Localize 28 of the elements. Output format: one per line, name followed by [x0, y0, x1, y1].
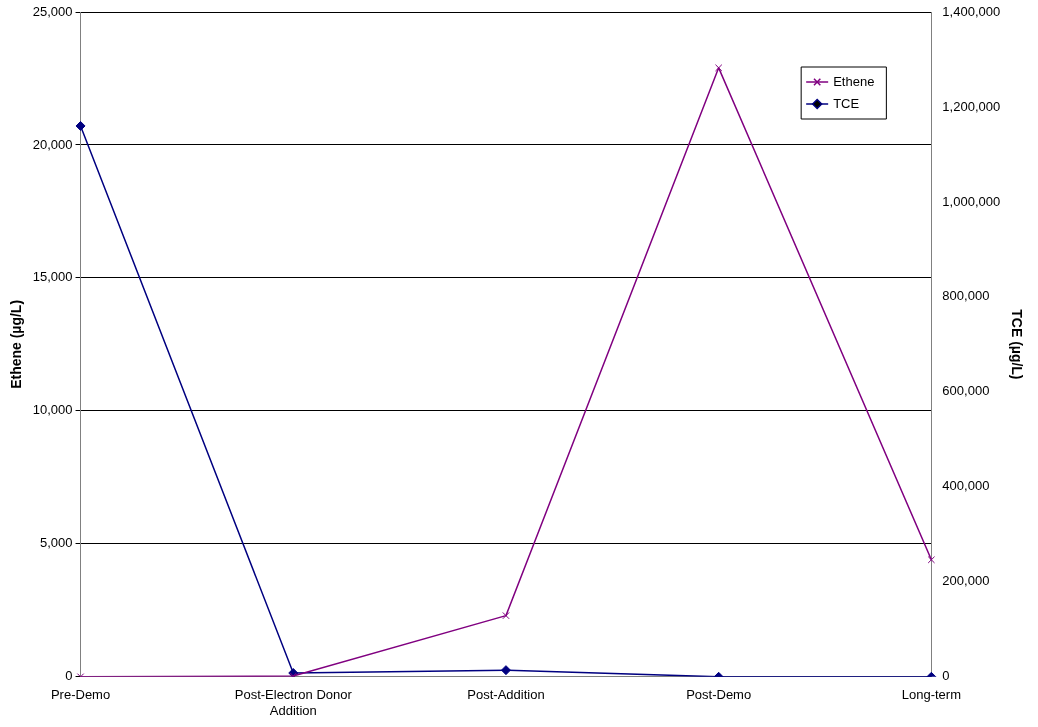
y-tick-label: 10,000: [32, 402, 73, 418]
point: [75, 120, 86, 131]
x-tick-label: Post-Addition: [467, 687, 545, 703]
y-tick-label: 15,000: [32, 269, 73, 285]
x-tick-label: Pre-Demo: [50, 687, 111, 703]
point: [502, 611, 510, 620]
y-tick-label: 0: [65, 668, 73, 684]
point: [500, 665, 511, 676]
x-tick-label: Post-Demo: [686, 687, 752, 703]
y2-tick-label: 600,000: [942, 383, 990, 399]
y-tick-label: 5,000: [40, 535, 73, 551]
x-tick-label: Post-Electron Donor Addition: [234, 687, 353, 718]
legend-label: TCE: [833, 95, 860, 111]
y2-tick-label: 1,200,000: [942, 98, 1001, 114]
y2-tick-label: 0: [942, 668, 950, 684]
y2-tick-label: 1,000,000: [942, 193, 1001, 209]
y2-tick-label: 800,000: [942, 288, 990, 304]
y-tick-label: 25,000: [32, 3, 73, 19]
y2-axis-title: TCE (µg/L): [1008, 309, 1025, 380]
point: [927, 556, 936, 564]
y-tick-label: 20,000: [32, 136, 73, 152]
y2-tick-label: 1,400,000: [942, 3, 1001, 19]
legend-label: Ethene: [833, 73, 875, 89]
y-axis-title: Ethene (µg/L): [8, 299, 25, 389]
y2-tick-label: 400,000: [942, 478, 990, 494]
x-tick-label: Long-term: [901, 687, 961, 703]
y2-tick-label: 200,000: [942, 573, 990, 589]
point: [714, 64, 723, 72]
